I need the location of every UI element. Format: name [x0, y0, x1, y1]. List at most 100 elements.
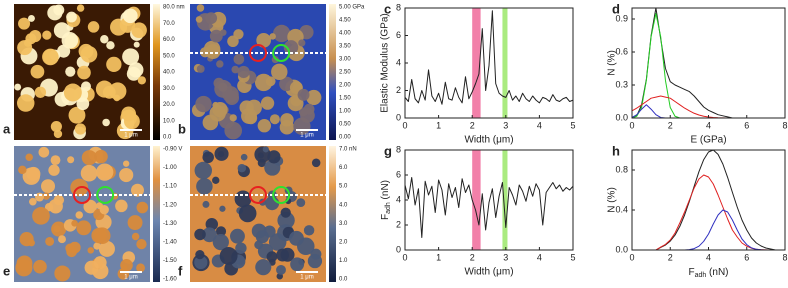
particle: [280, 207, 291, 218]
colorbar: [329, 4, 336, 140]
particle: [238, 204, 257, 223]
particle: [75, 211, 84, 219]
particle: [277, 211, 295, 230]
particle: [42, 30, 52, 40]
particle: [98, 240, 115, 257]
particle: [27, 14, 35, 22]
colorbar-label: 0.50: [339, 122, 351, 128]
particle: [94, 149, 108, 164]
colorbar-label: 1.50: [339, 96, 351, 102]
y-tick-label: 4: [396, 194, 401, 204]
particle: [276, 264, 286, 275]
colorbar-label: 4.0: [339, 202, 348, 208]
xlabel: Width (μm): [464, 135, 513, 146]
particle: [269, 33, 276, 40]
particle: [61, 32, 79, 49]
particle: [48, 164, 60, 176]
particle: [137, 76, 147, 85]
xlabel: Fadh (nN): [688, 267, 728, 280]
particle: [121, 106, 136, 122]
x-tick-label: 4: [537, 252, 542, 262]
marker-green: [96, 185, 115, 204]
particle: [66, 11, 77, 23]
y-tick-label: 0: [396, 112, 401, 122]
colorbar-label: 10.0: [163, 118, 175, 124]
particle: [271, 63, 288, 81]
y-tick-label: 0.0: [615, 112, 628, 122]
y-tick-label: 2: [396, 85, 401, 95]
particle: [215, 226, 227, 237]
particle: [136, 201, 149, 214]
x-tick-label: 5: [570, 252, 575, 262]
particle: [68, 106, 86, 124]
particle: [133, 41, 140, 48]
particle: [106, 41, 115, 50]
particle: [195, 249, 205, 260]
scale-bar-label: 1 μm: [300, 275, 313, 281]
x-tick-label: 0: [629, 252, 634, 262]
particle: [83, 199, 98, 214]
colorbar-label: 30.0: [163, 86, 175, 92]
particle: [45, 236, 55, 246]
data-line: [404, 177, 574, 238]
particle: [196, 65, 205, 73]
panel-letter: f: [178, 263, 183, 278]
particle: [311, 158, 321, 168]
highlight-band: [472, 150, 481, 250]
particle: [196, 178, 213, 195]
y-tick-label: 0.3: [615, 79, 628, 89]
panel-letter: e: [3, 263, 10, 278]
colorbar-label: -0.90 V: [163, 147, 182, 153]
particle: [120, 258, 133, 272]
particle: [230, 228, 245, 244]
colorbar-label: 40.0: [163, 70, 175, 76]
particle: [93, 242, 101, 250]
particle: [131, 22, 147, 39]
particle: [18, 165, 27, 175]
particle: [237, 65, 250, 79]
xlabel-unit: (nN): [706, 267, 728, 278]
x-tick-label: 3: [503, 252, 508, 262]
particle: [76, 4, 85, 12]
particle: [237, 163, 247, 173]
xlabel-sub: adh: [695, 272, 707, 279]
x-tick-label: 2: [470, 120, 475, 130]
particle: [71, 219, 78, 227]
ylabel: N (%): [607, 50, 618, 76]
panel-letter: c: [384, 1, 391, 16]
particle: [280, 113, 294, 127]
particle: [194, 161, 212, 180]
particle: [66, 246, 78, 258]
particle: [298, 107, 308, 117]
colorbar-label: 2.0: [339, 239, 348, 245]
particle: [29, 197, 37, 206]
x-tick-label: 6: [744, 252, 749, 262]
panel-letter: g: [384, 143, 392, 158]
particle: [76, 220, 92, 236]
colorbar-label: 20.0: [163, 102, 175, 108]
colorbar-label: 0.0: [339, 277, 348, 283]
particle: [205, 12, 218, 25]
colorbar-label: 4.00: [339, 31, 351, 37]
colorbar-label: 7.0 nN: [339, 147, 357, 153]
particle: [48, 199, 63, 214]
particle: [224, 90, 240, 105]
scale-bar-label: 1 μm: [300, 133, 313, 139]
colorbar-label: 4.50: [339, 18, 351, 24]
particle: [130, 183, 144, 197]
data-line: [631, 95, 785, 119]
particle: [218, 151, 225, 158]
particle: [81, 150, 97, 166]
ylabel: Fadh (nN): [380, 180, 393, 220]
particle: [136, 263, 146, 273]
particle: [25, 153, 33, 161]
particle: [224, 121, 243, 140]
particle: [195, 16, 203, 23]
particle: [289, 230, 304, 246]
xlabel: E (GPa): [690, 135, 726, 146]
x-tick-label: 8: [782, 252, 787, 262]
particle: [219, 205, 226, 212]
particle: [209, 29, 223, 43]
particle: [194, 255, 208, 270]
colorbar-label: 0.0: [163, 135, 172, 141]
